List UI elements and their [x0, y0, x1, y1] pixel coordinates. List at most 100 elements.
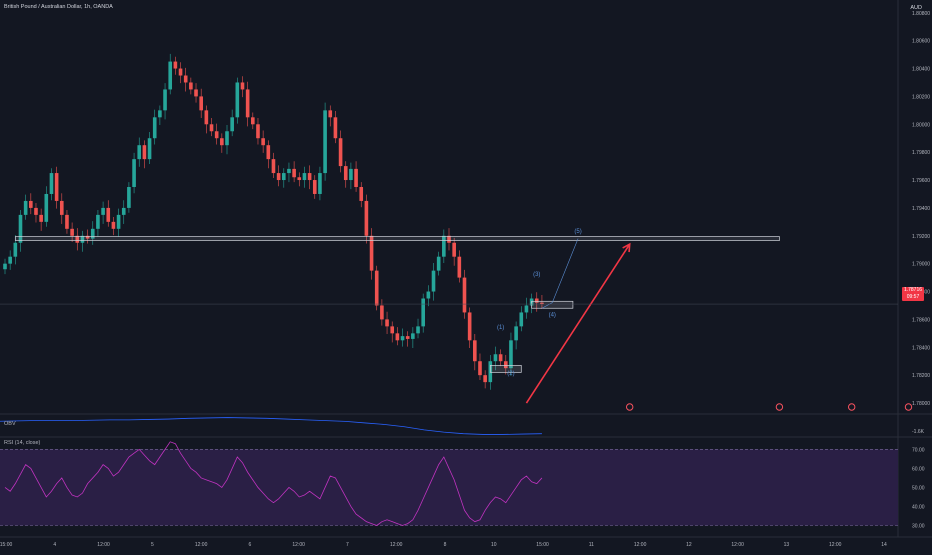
rsi-tick-label: 40.00 [912, 504, 925, 510]
last-price: 1.78716 [903, 287, 923, 293]
candle-body [447, 235, 451, 243]
price-tick-label: 1.79000 [912, 262, 930, 268]
wave-label: (4) [549, 313, 556, 319]
candle-body [405, 336, 410, 339]
candle-body [287, 168, 291, 174]
candle-body [462, 277, 467, 313]
candle-body [214, 131, 219, 139]
candle-body [343, 166, 348, 181]
candle-body [209, 124, 214, 132]
event-marker-icon [775, 403, 784, 411]
candle-body [524, 305, 529, 313]
candle-body [65, 214, 69, 229]
candle-body [421, 298, 425, 327]
time-tick-label: 4 [53, 542, 56, 548]
candle-body [137, 145, 142, 160]
obv-line [0, 417, 542, 435]
candle-body [90, 228, 95, 239]
candle-body [385, 319, 389, 327]
time-tick-label: 11 [589, 542, 594, 548]
candle-body [302, 173, 307, 181]
candle-body [173, 61, 178, 69]
candle-body [411, 333, 415, 339]
candle-body [333, 117, 338, 139]
candle-body [49, 173, 54, 194]
candle-body [70, 228, 74, 236]
candle-body [390, 326, 395, 334]
candle-body [338, 138, 343, 167]
arrow-head [622, 242, 631, 253]
candle-body [498, 354, 503, 362]
price-tick-label: 1.80600 [912, 39, 930, 45]
candle-body [251, 117, 255, 125]
price-tick-label: 1.78200 [912, 373, 930, 379]
time-tick-label: 8 [444, 542, 447, 548]
candle-body [292, 168, 296, 178]
wave-label: (1) [497, 325, 504, 331]
candle-body [519, 312, 524, 327]
candle-body [225, 131, 229, 146]
candle-body [163, 89, 167, 111]
last-price-tag: 1.78716 09:57 [902, 287, 924, 301]
price-tick-label: 1.79400 [912, 206, 930, 212]
time-tick-label: 12:00 [731, 542, 744, 548]
resistance-level [14, 236, 780, 241]
candle-body [111, 221, 116, 229]
candle-body [395, 333, 400, 341]
support-zone [489, 365, 522, 373]
price-tick-label: 1.80800 [912, 11, 930, 17]
support-zone [531, 300, 574, 309]
time-tick-label: 14 [881, 542, 887, 548]
price-tick-label: 1.80200 [912, 94, 930, 100]
time-tick-label: 12 [686, 542, 692, 548]
candle-body [54, 173, 59, 201]
event-marker-icon [904, 403, 913, 411]
candle-body [18, 214, 23, 243]
candle-body [271, 159, 276, 174]
candle-body [44, 193, 49, 222]
candle-body [431, 270, 436, 292]
rsi-line [4, 441, 543, 526]
candle-body [3, 263, 7, 270]
candle-body [426, 291, 431, 299]
candle-body [478, 361, 482, 376]
candle-body [473, 340, 477, 362]
candle-body [194, 89, 198, 97]
event-marker-icon [625, 403, 634, 411]
time-tick-label: 6 [248, 542, 251, 548]
candle-body [204, 110, 209, 125]
time-tick-label: 5 [151, 542, 154, 548]
candle-body [369, 235, 374, 271]
candle-body [183, 75, 188, 83]
candle-body [416, 326, 420, 334]
candle-body [29, 200, 33, 208]
candle-body [158, 110, 162, 118]
rsi-tick-label: 70.00 [912, 447, 925, 453]
rsi-pane-label: RSI (14, close) [4, 440, 41, 446]
rsi-tick-label: 60.00 [912, 466, 925, 472]
price-tick-label: 1.78600 [912, 317, 930, 323]
candle-body [240, 82, 245, 90]
price-tick-label: 1.79600 [912, 178, 930, 184]
rsi-tick-label: 30.00 [912, 523, 925, 529]
candle-body [467, 312, 472, 341]
candle-body [509, 340, 513, 369]
candle-body [380, 305, 384, 320]
candle-body [364, 200, 369, 236]
price-tick-label: 1.79200 [912, 234, 930, 240]
time-tick-label: 12:00 [634, 542, 647, 548]
wave-label: (5) [574, 229, 581, 235]
candle-body [168, 61, 173, 90]
candle-body [483, 375, 487, 383]
candle-body [152, 117, 157, 139]
time-tick-label: 12:00 [292, 542, 305, 548]
wave-label: (2) [507, 371, 514, 377]
candle-body [276, 173, 281, 181]
obv-value-label: -1.6K [912, 429, 925, 435]
candle-body [230, 117, 234, 132]
candle-body [374, 270, 379, 306]
candle-body [452, 242, 456, 257]
candle-body [39, 214, 43, 222]
